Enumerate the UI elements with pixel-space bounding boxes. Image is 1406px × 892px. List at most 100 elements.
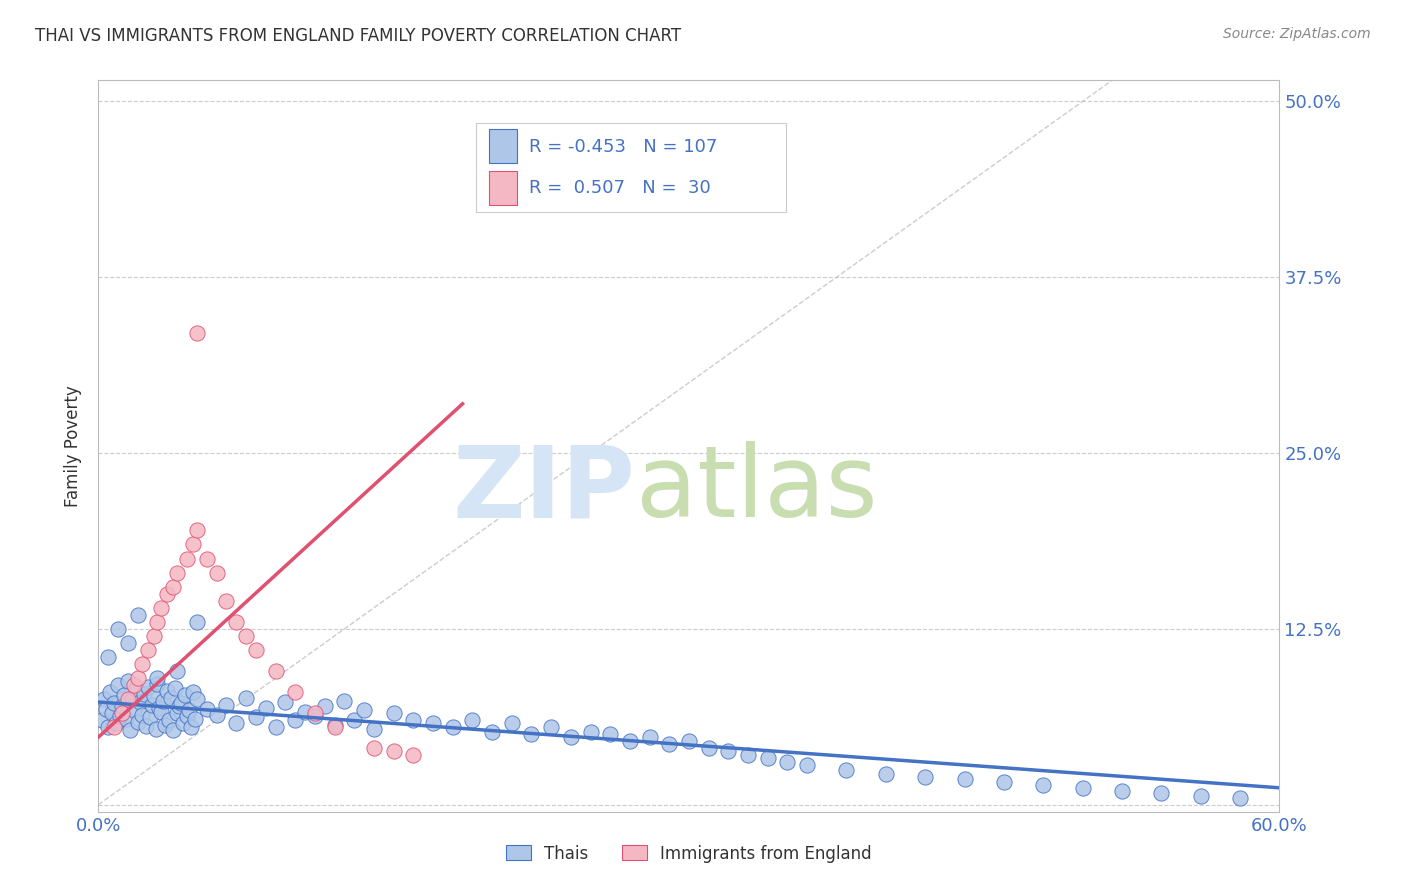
Point — [107, 622, 129, 636]
Point — [1229, 790, 1251, 805]
Point — [402, 714, 425, 728]
Point — [172, 716, 194, 731]
Point — [1071, 780, 1094, 795]
Point — [117, 673, 139, 688]
Point — [520, 727, 543, 741]
Point — [150, 600, 173, 615]
Point — [141, 698, 163, 712]
Point — [170, 697, 193, 711]
Point — [128, 695, 150, 709]
Point — [136, 680, 159, 694]
Point — [304, 706, 326, 721]
Point — [156, 683, 179, 698]
Point — [284, 685, 307, 699]
Point — [382, 744, 405, 758]
Point — [1150, 787, 1173, 801]
Point — [540, 720, 562, 734]
Point — [118, 723, 141, 738]
Point — [132, 687, 155, 701]
Point — [145, 722, 167, 736]
Point — [461, 714, 484, 728]
Point — [205, 707, 228, 722]
Point — [93, 692, 115, 706]
Point — [160, 690, 183, 705]
Point — [131, 707, 153, 722]
Point — [422, 716, 444, 731]
Point — [186, 615, 208, 629]
Point — [96, 702, 118, 716]
Point — [176, 551, 198, 566]
Point — [274, 695, 297, 709]
Point — [91, 714, 114, 728]
Point — [323, 717, 346, 731]
Point — [135, 719, 157, 733]
Point — [162, 580, 184, 594]
Point — [353, 703, 375, 717]
Point — [166, 706, 188, 721]
Point — [117, 636, 139, 650]
Point — [115, 712, 138, 726]
Point — [953, 772, 976, 787]
Point — [382, 706, 405, 721]
Point — [875, 766, 897, 780]
Point — [155, 717, 177, 731]
Point — [157, 714, 180, 728]
Y-axis label: Family Poverty: Family Poverty — [65, 385, 83, 507]
Point — [638, 730, 661, 744]
Point — [225, 615, 247, 629]
Point — [152, 693, 174, 707]
Point — [150, 705, 173, 719]
Point — [245, 710, 267, 724]
Point — [402, 748, 425, 763]
Legend: Thais, Immigrants from England: Thais, Immigrants from England — [499, 838, 879, 869]
Point — [215, 698, 238, 712]
Point — [162, 723, 184, 738]
Point — [363, 722, 385, 736]
Point — [166, 664, 188, 678]
Point — [245, 643, 267, 657]
Point — [98, 685, 121, 699]
Text: atlas: atlas — [636, 442, 877, 539]
Point — [225, 716, 247, 731]
Point — [619, 734, 641, 748]
Point — [441, 720, 464, 734]
Point — [195, 551, 218, 566]
Point — [717, 744, 740, 758]
Point — [146, 615, 169, 629]
Point — [697, 741, 720, 756]
Point — [142, 690, 165, 704]
Point — [195, 702, 218, 716]
Point — [560, 730, 582, 744]
Point — [1189, 789, 1212, 804]
Point — [127, 671, 149, 685]
Point — [914, 770, 936, 784]
Point — [993, 775, 1015, 789]
Point — [127, 607, 149, 622]
Point — [180, 720, 202, 734]
Point — [101, 706, 124, 721]
Text: ZIP: ZIP — [453, 442, 636, 539]
Point — [756, 751, 779, 765]
Point — [138, 710, 160, 724]
Point — [481, 724, 503, 739]
Point — [501, 716, 523, 731]
Point — [264, 664, 287, 678]
Point — [579, 724, 602, 739]
Point — [142, 629, 165, 643]
Point — [111, 706, 134, 721]
Point — [112, 688, 135, 702]
Point — [323, 720, 346, 734]
Point — [254, 700, 277, 714]
Point — [186, 524, 208, 538]
Point — [678, 734, 700, 748]
Point — [314, 699, 336, 714]
Point — [264, 720, 287, 734]
Point — [122, 678, 145, 692]
Point — [205, 566, 228, 580]
Point — [131, 657, 153, 671]
Point — [835, 763, 858, 777]
Point — [103, 697, 125, 711]
Point — [796, 758, 818, 772]
Point — [184, 712, 207, 726]
Point — [186, 692, 208, 706]
